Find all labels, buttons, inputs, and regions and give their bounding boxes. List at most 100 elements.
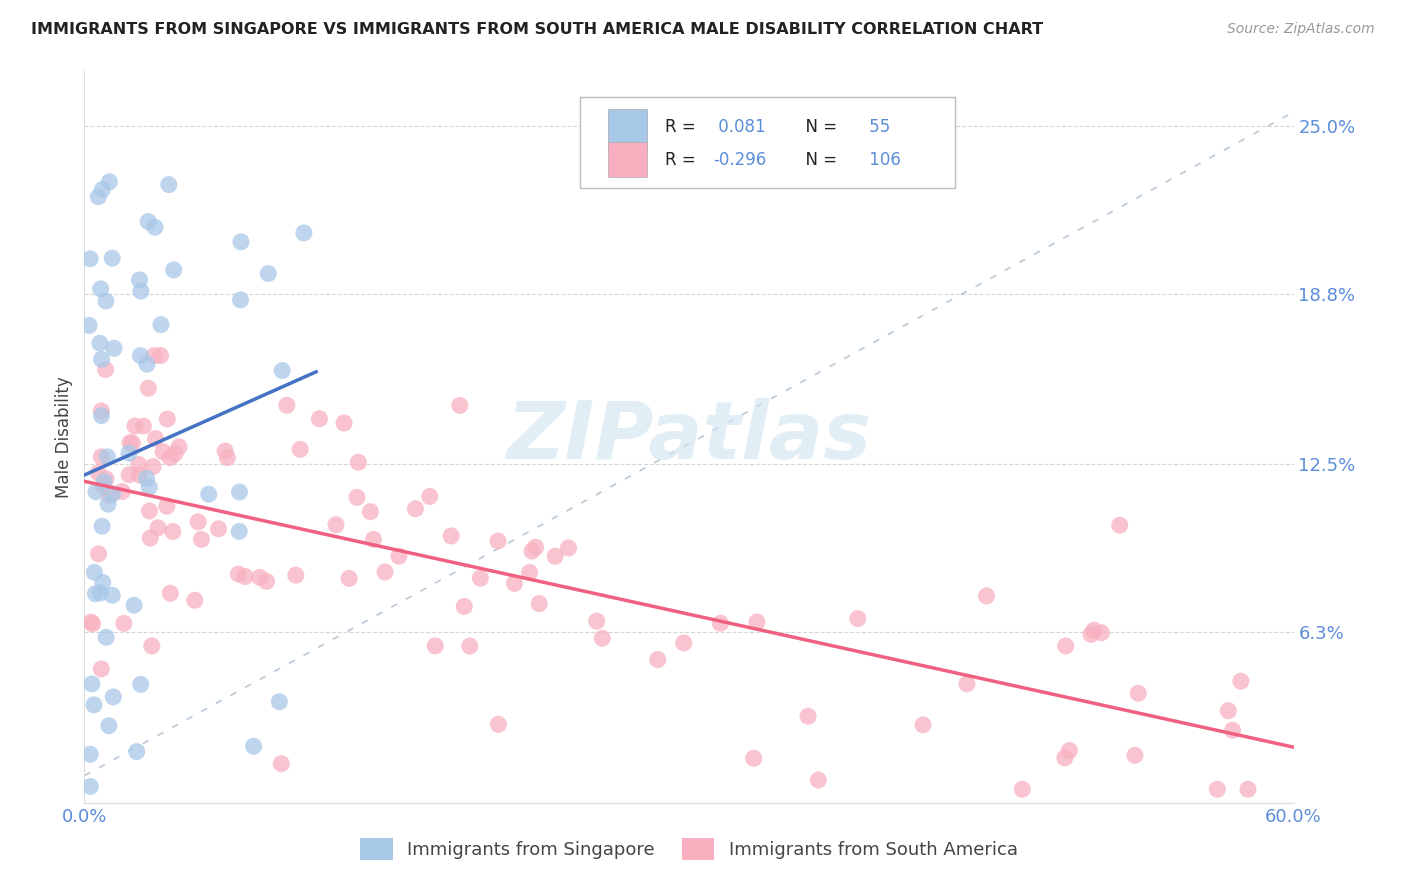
Point: [270, 756, 292, 771]
Point: [217, 450, 239, 465]
Point: [585, 614, 607, 628]
Point: [288, 442, 311, 457]
Point: [257, 267, 280, 281]
Point: [976, 589, 998, 603]
Point: [96, 630, 118, 644]
Point: [79, 780, 101, 794]
Y-axis label: Male Disability: Male Disability: [55, 376, 73, 498]
Point: [214, 444, 236, 458]
Point: [276, 398, 298, 412]
Point: [124, 419, 146, 434]
Point: [87, 466, 110, 480]
Point: [1230, 674, 1253, 689]
Point: [745, 615, 768, 629]
Point: [79, 747, 101, 762]
Point: [167, 440, 190, 454]
Point: [156, 499, 179, 513]
Point: [440, 529, 463, 543]
Point: [207, 522, 229, 536]
Point: [118, 446, 141, 460]
Point: [197, 487, 219, 501]
Point: [1128, 686, 1150, 700]
Point: [449, 398, 471, 412]
Point: [233, 569, 256, 583]
Bar: [607, 110, 647, 145]
Point: [94, 293, 117, 308]
Point: [486, 533, 509, 548]
Point: [80, 615, 103, 629]
Point: [128, 273, 150, 287]
Point: [101, 487, 124, 501]
Point: [83, 698, 105, 712]
Point: [228, 567, 250, 582]
Point: [129, 349, 152, 363]
Point: [163, 447, 186, 461]
Point: [419, 490, 441, 504]
Text: 55: 55: [865, 118, 890, 136]
Point: [346, 491, 368, 505]
Point: [121, 436, 143, 450]
Point: [90, 450, 112, 464]
Point: [152, 444, 174, 458]
Point: [807, 773, 830, 788]
Point: [77, 318, 100, 333]
Point: [256, 574, 278, 589]
Point: [1206, 782, 1229, 797]
Point: [1090, 625, 1112, 640]
Point: [93, 475, 115, 489]
Point: [425, 639, 447, 653]
Point: [125, 745, 148, 759]
Point: [89, 586, 111, 600]
Point: [136, 357, 159, 371]
Text: 0.081: 0.081: [713, 118, 766, 136]
Point: [1080, 627, 1102, 641]
Point: [404, 501, 426, 516]
Point: [83, 566, 105, 580]
Point: [145, 432, 167, 446]
Point: [149, 349, 172, 363]
Point: [80, 677, 103, 691]
Point: [388, 549, 411, 564]
Point: [90, 662, 112, 676]
Point: [90, 352, 112, 367]
Point: [159, 586, 181, 600]
Point: [846, 611, 869, 625]
Point: [98, 489, 121, 503]
Point: [129, 284, 152, 298]
Point: [249, 570, 271, 584]
Point: [142, 459, 165, 474]
Point: [93, 480, 115, 494]
Point: [97, 497, 120, 511]
Point: [337, 571, 360, 585]
FancyBboxPatch shape: [581, 97, 955, 188]
Point: [229, 235, 252, 249]
Point: [470, 571, 492, 585]
Point: [146, 521, 169, 535]
Point: [591, 632, 613, 646]
Point: [503, 576, 526, 591]
Point: [128, 467, 150, 482]
Point: [228, 524, 250, 539]
Point: [1237, 782, 1260, 797]
Point: [1054, 639, 1077, 653]
Point: [82, 616, 104, 631]
Point: [91, 519, 114, 533]
Text: R =: R =: [665, 151, 700, 169]
Point: [98, 175, 121, 189]
Point: [359, 505, 381, 519]
Point: [143, 220, 166, 235]
Point: [101, 251, 124, 265]
Point: [103, 341, 125, 355]
Point: [520, 544, 543, 558]
Point: [111, 484, 134, 499]
Point: [242, 739, 264, 754]
Text: R =: R =: [665, 118, 700, 136]
Point: [122, 599, 145, 613]
Point: [742, 751, 765, 765]
Bar: [607, 143, 647, 178]
Point: [228, 485, 250, 500]
Text: N =: N =: [796, 118, 842, 136]
Point: [128, 458, 150, 472]
Point: [138, 480, 160, 494]
Point: [90, 404, 112, 418]
